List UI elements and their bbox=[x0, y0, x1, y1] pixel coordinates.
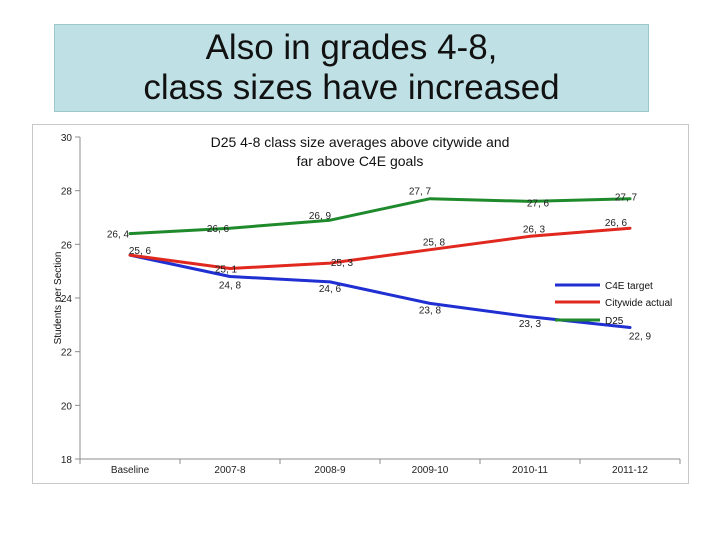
data-label-d25: 27, 6 bbox=[527, 198, 550, 209]
x-tick-label: 2010-11 bbox=[512, 465, 548, 476]
y-tick-label: 28 bbox=[61, 187, 73, 198]
data-label-d25: 27, 7 bbox=[615, 193, 638, 204]
chart-title-line-2: far above C4E goals bbox=[297, 153, 424, 169]
data-label-c4e-target: 24, 6 bbox=[319, 284, 342, 295]
data-label-d25: 26, 6 bbox=[207, 224, 230, 235]
y-tick-label: 18 bbox=[61, 455, 73, 466]
y-tick-label: 22 bbox=[61, 348, 73, 359]
legend-label: Citywide actual bbox=[605, 298, 672, 309]
series-line-c4e-target bbox=[128, 253, 632, 329]
data-label-c4e-target: 25, 6 bbox=[129, 246, 152, 257]
legend-label: C4E target bbox=[605, 281, 653, 292]
series-line-d25 bbox=[128, 197, 632, 236]
data-label-d25: 26, 4 bbox=[107, 230, 130, 241]
data-label-citywide-actual: 25, 8 bbox=[423, 238, 446, 249]
data-label-c4e-target: 23, 3 bbox=[519, 319, 542, 330]
data-label-citywide-actual: 25, 1 bbox=[215, 264, 238, 275]
data-label-citywide-actual: 26, 6 bbox=[605, 218, 628, 229]
slide-title-line-1: Also in grades 4-8, bbox=[205, 28, 498, 67]
chart-title-line-1: D25 4-8 class size averages above citywi… bbox=[211, 134, 510, 150]
x-tick-label: 2008-9 bbox=[314, 465, 346, 476]
x-tick-label: 2007-8 bbox=[214, 465, 246, 476]
x-tick-label: Baseline bbox=[111, 465, 150, 476]
slide-title-line-2: class sizes have increased bbox=[143, 68, 560, 107]
data-label-c4e-target: 24, 8 bbox=[219, 281, 242, 292]
y-tick-label: 24 bbox=[61, 294, 73, 305]
y-tick-label: 30 bbox=[61, 133, 73, 144]
x-tick-label: 2009-10 bbox=[412, 465, 449, 476]
data-label-c4e-target: 22, 9 bbox=[629, 332, 652, 343]
legend-label: D25 bbox=[605, 316, 624, 327]
series-line-citywide-actual bbox=[128, 226, 632, 270]
x-tick-label: 2011-12 bbox=[612, 465, 648, 476]
data-label-d25: 26, 9 bbox=[309, 211, 332, 222]
data-label-citywide-actual: 25, 3 bbox=[331, 258, 354, 269]
data-label-d25: 27, 7 bbox=[409, 187, 432, 198]
data-label-c4e-target: 23, 8 bbox=[419, 305, 442, 316]
y-tick-label: 26 bbox=[61, 240, 73, 251]
data-label-citywide-actual: 26, 3 bbox=[523, 224, 546, 235]
y-axis-label: Students per Section bbox=[53, 252, 64, 345]
slide-title-box: Also in grades 4-8, class sizes have inc… bbox=[54, 24, 649, 112]
chart-frame bbox=[32, 124, 689, 484]
y-tick-label: 20 bbox=[61, 401, 73, 412]
